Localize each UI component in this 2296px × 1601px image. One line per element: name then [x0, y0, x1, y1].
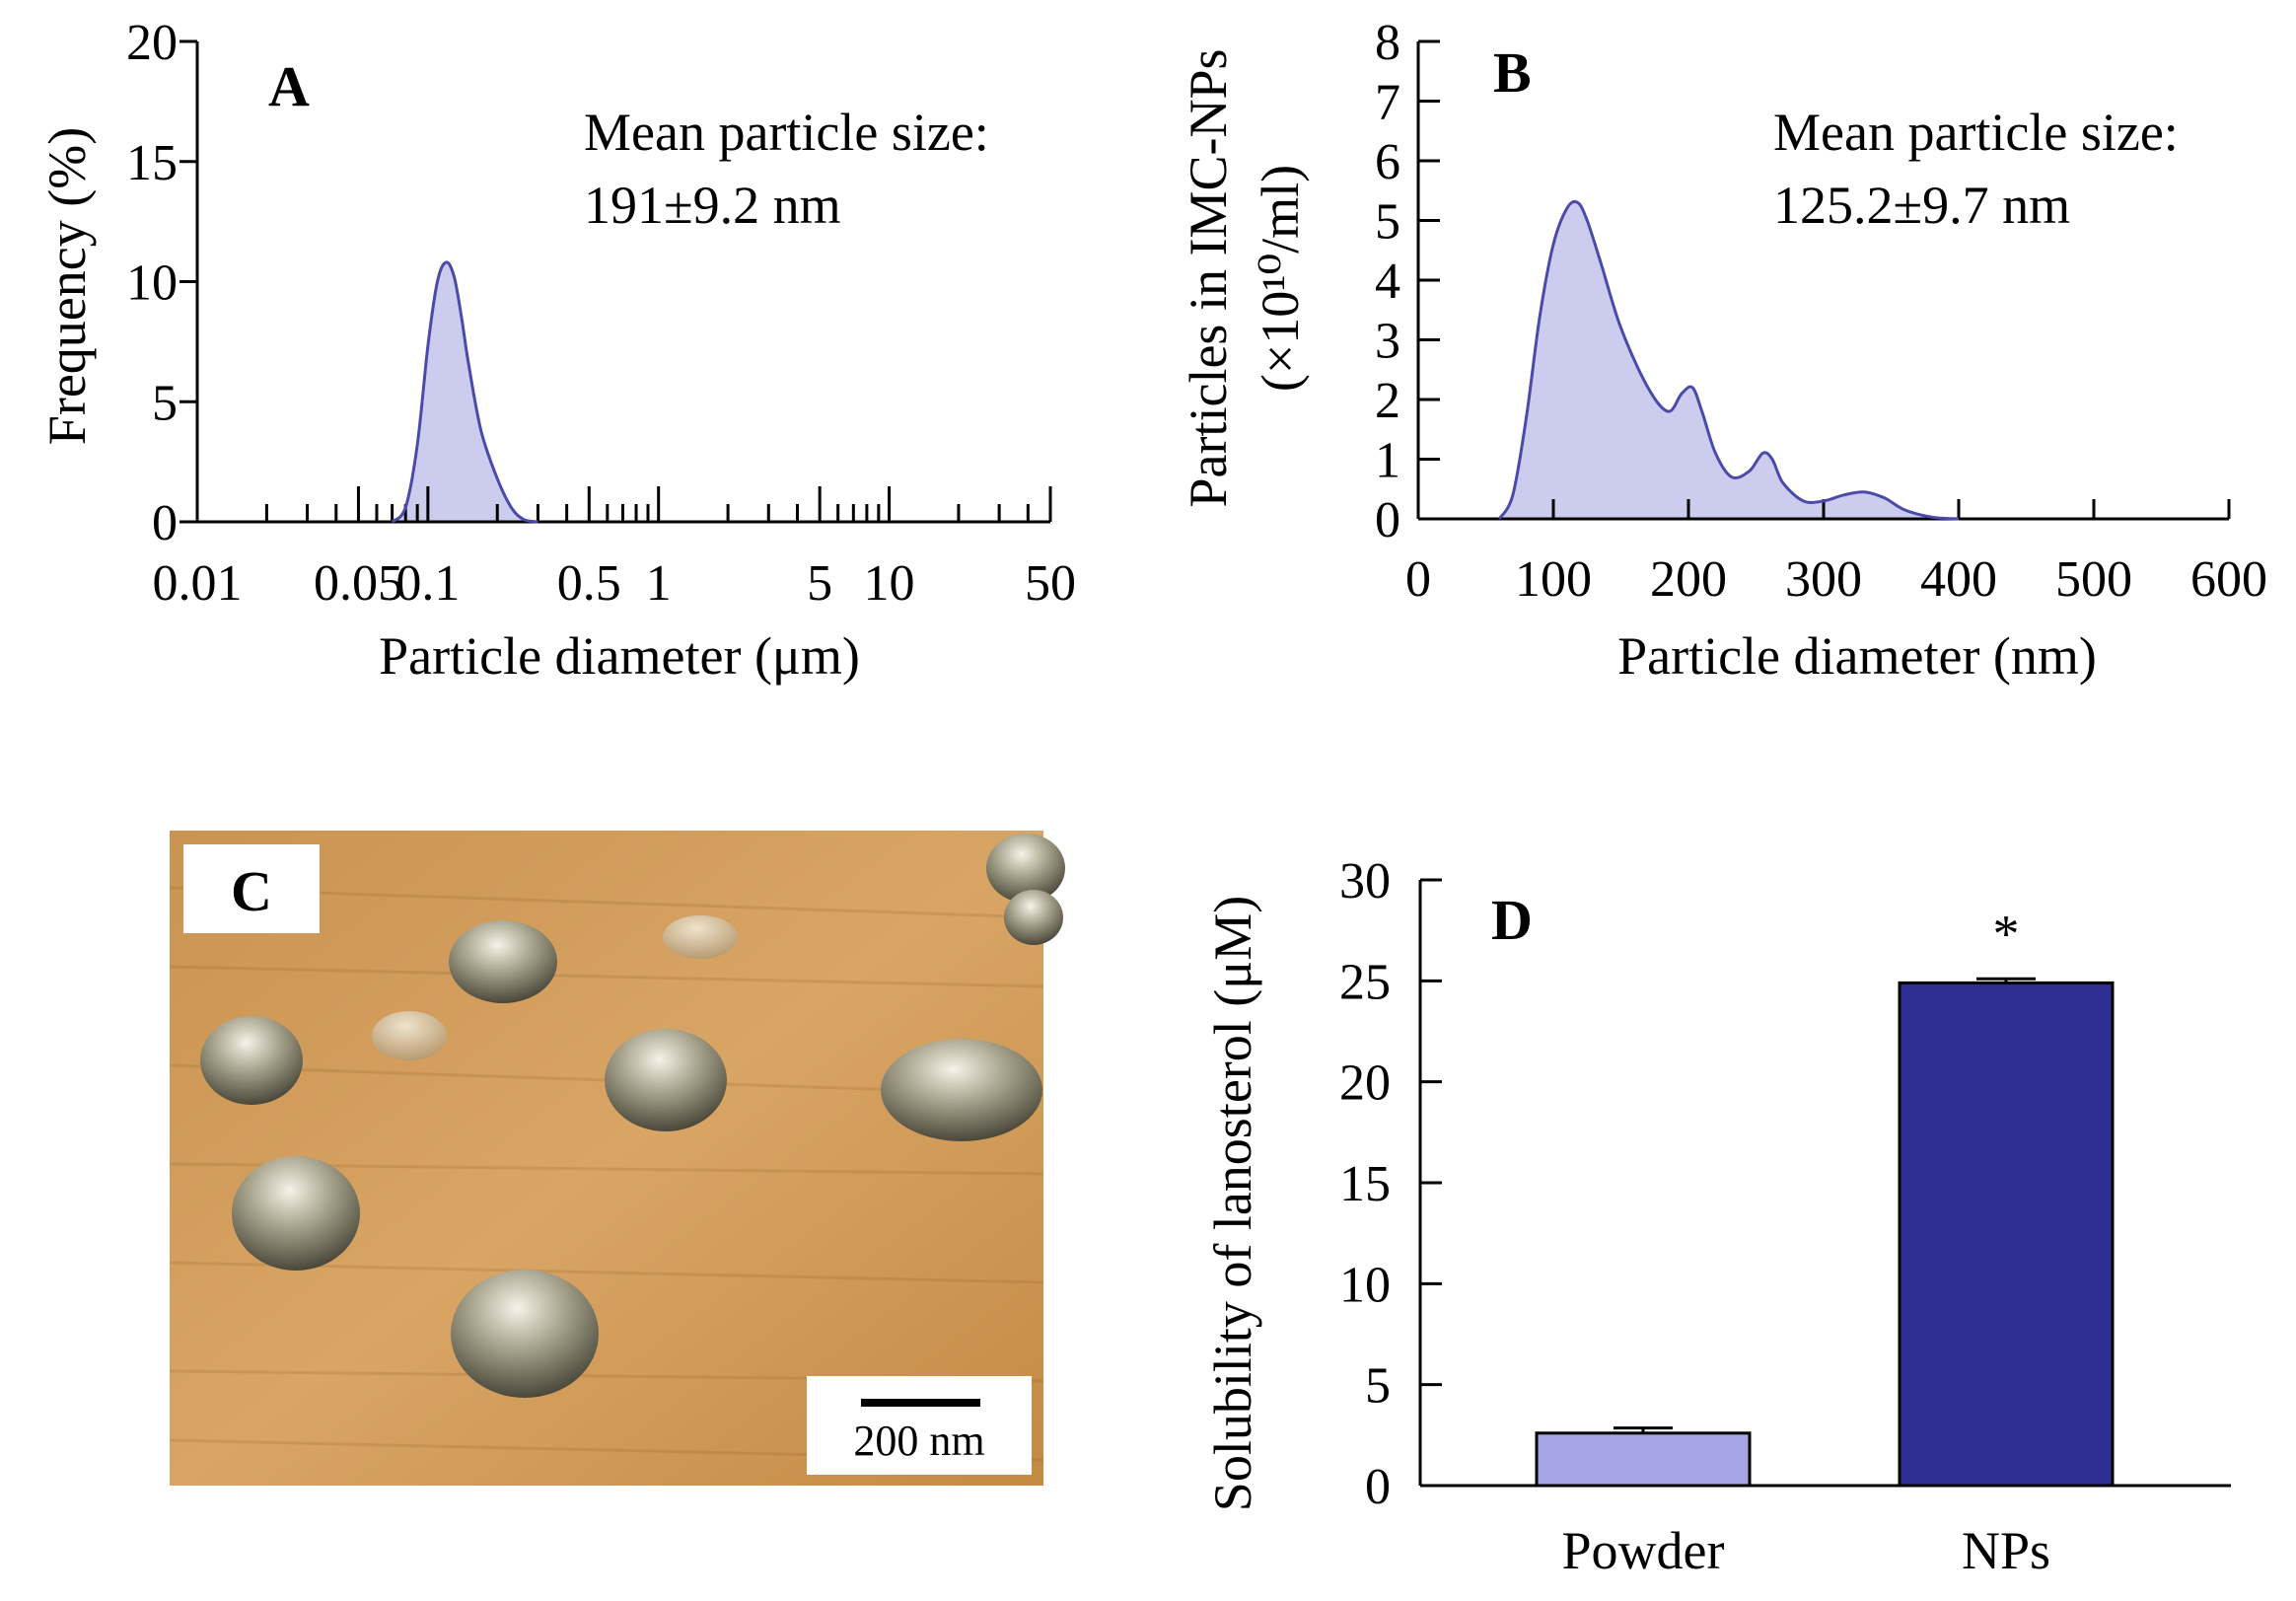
chart-a-x-tick-label: 50 — [1025, 555, 1076, 612]
chart-d-y-tick-label: 25 — [1339, 954, 1391, 1010]
chart-a-y-ticks: 0 5 10 15 20 — [126, 15, 197, 551]
chart-a-annotation-line1: Mean particle size: — [584, 103, 989, 162]
chart-a-y-tick-label: 0 — [152, 495, 178, 551]
chart-a-panel-label: A — [268, 54, 310, 118]
chart-d-category-labels: Powder NPs — [1562, 1521, 2051, 1580]
chart-a-x-tick-label: 0.1 — [395, 555, 460, 612]
chart-b-y-tick-label: 6 — [1375, 134, 1400, 190]
chart-a-y-tick-label: 10 — [126, 255, 178, 312]
afm-scale-bar-label: 200 nm — [853, 1417, 984, 1465]
chart-a-frequency-line — [391, 260, 538, 524]
chart-d-y-tick-label: 20 — [1339, 1055, 1391, 1112]
chart-b-x-tick-label: 200 — [1650, 551, 1727, 608]
chart-b-x-tick-label: 0 — [1405, 551, 1431, 608]
chart-b-y-tick-label: 5 — [1375, 194, 1400, 251]
chart-d-y-tick-label: 30 — [1339, 853, 1391, 910]
chart-b-particles-line — [1497, 199, 1960, 521]
chart-d-y-tick-label: 10 — [1339, 1257, 1391, 1313]
chart-d-panel-label: D — [1491, 888, 1533, 952]
chart-a-y-tick-label: 20 — [126, 15, 178, 71]
chart-d-significance-mark: * — [1993, 904, 2020, 963]
chart-b-y-axis-unit: (×10¹⁰/ml) — [1251, 165, 1310, 392]
chart-a-annotation-line2: 191±9.2 nm — [584, 176, 841, 235]
chart-a-y-axis-label: Frequency (%) — [37, 127, 97, 445]
chart-a-x-tick-label: 0.05 — [314, 555, 403, 612]
chart-a-x-tick-label: 5 — [807, 555, 832, 612]
chart-d-category-label: Powder — [1562, 1521, 1725, 1580]
panel-c-afm-image: C 200 nm — [169, 831, 1065, 1486]
chart-b-particles-area — [1499, 201, 1959, 519]
chart-b-x-tick-label: 100 — [1515, 551, 1592, 608]
chart-a-x-tick-label: 1 — [646, 555, 672, 612]
chart-a-x-tick-label: 10 — [864, 555, 915, 612]
chart-a-x-tick-label: 0.01 — [153, 555, 243, 612]
chart-d-category-label: NPs — [1962, 1521, 2050, 1580]
chart-b-x-tick-label: 300 — [1785, 551, 1862, 608]
chart-d-y-tick-label: 15 — [1339, 1156, 1391, 1212]
chart-b-y-tick-label: 2 — [1375, 373, 1400, 429]
chart-b-x-tick-label: 400 — [1920, 551, 1997, 608]
chart-b-x-ticks: 0 100 200 300 400 500 600 — [1405, 499, 2267, 608]
chart-b-y-tick-label: 3 — [1375, 314, 1400, 370]
chart-b-y-tick-label: 8 — [1375, 15, 1400, 71]
chart-b-x-axis-label: Particle diameter (nm) — [1617, 626, 2097, 686]
chart-a-x-ticks: 0.01 0.050.1 0.5 1 5 10 50 — [153, 486, 1076, 612]
chart-b-y-tick-label: 4 — [1375, 254, 1400, 310]
chart-b-panel-label: B — [1493, 40, 1532, 105]
chart-b-x-tick-label: 500 — [2055, 551, 2132, 608]
chart-d-y-tick-label: 5 — [1365, 1358, 1391, 1415]
panel-d-chart: * 0 5 10 15 20 25 30 Powder NPs D Solubility of… — [1203, 853, 2231, 1580]
chart-d-bars: * — [1535, 904, 2115, 1488]
chart-d-y-tick-label: 0 — [1365, 1459, 1391, 1515]
chart-a-y-tick-label: 5 — [152, 375, 178, 431]
chart-b-annotation-line1: Mean particle size: — [1773, 103, 2179, 162]
afm-panel-label: C — [231, 859, 272, 923]
chart-a-x-tick-label: 0.5 — [557, 555, 621, 612]
chart-d-bar-powder — [1535, 1431, 1752, 1488]
chart-a-frequency-area — [392, 261, 538, 522]
chart-b-y-tick-label: 0 — [1375, 492, 1400, 548]
chart-a-x-axis-label: Particle diameter (μm) — [379, 626, 860, 686]
chart-d-y-ticks: 0 5 10 15 20 25 30 — [1339, 853, 1442, 1515]
chart-b-y-tick-label: 1 — [1375, 433, 1400, 489]
chart-a-y-tick-label: 15 — [126, 135, 178, 191]
chart-b-annotation-line2: 125.2±9.7 nm — [1773, 176, 2070, 235]
chart-b-y-axis-label: Particles in IMC-NPs — [1179, 49, 1238, 508]
chart-b-x-tick-label: 600 — [2190, 551, 2267, 608]
chart-d-bar-nps — [1898, 981, 2115, 1488]
chart-b-y-tick-label: 7 — [1375, 75, 1400, 131]
chart-d-y-axis-label: Solubility of lanosterol (μM) — [1203, 896, 1262, 1511]
